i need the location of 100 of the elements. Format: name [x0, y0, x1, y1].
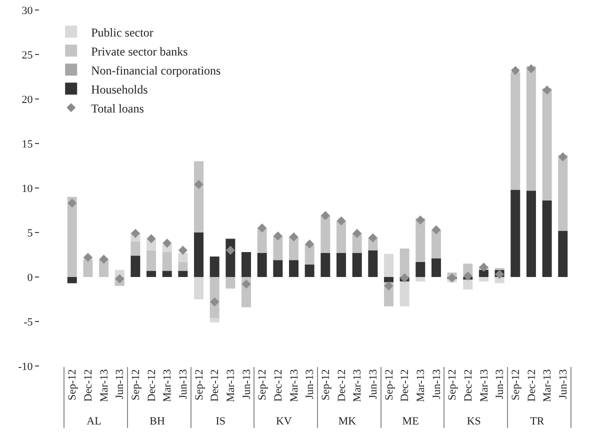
x-tick-label: Jun-13 — [114, 368, 126, 400]
x-tick-label: Sep-12 — [446, 369, 459, 400]
x-tick-label: Jun-13 — [240, 368, 253, 400]
legend-label: Public sector — [91, 25, 154, 40]
point — [146, 234, 156, 244]
text: KS — [466, 415, 481, 428]
y-tick-label: 10 — [22, 182, 34, 195]
y-tick-label: -5 — [24, 316, 34, 328]
legend-label: Non-financial corporations — [91, 63, 222, 78]
bar — [431, 230, 441, 258]
point — [194, 180, 204, 189]
bar — [289, 260, 298, 277]
x-tick-label: Mar-13 — [542, 368, 554, 402]
text: IS — [216, 415, 226, 428]
x-tick-label: Jun-13 — [430, 368, 443, 400]
point — [99, 254, 108, 264]
bar — [304, 264, 314, 277]
bar — [431, 258, 441, 277]
bar — [542, 88, 552, 200]
bar — [210, 256, 220, 277]
bar — [257, 228, 267, 253]
text: AL — [86, 415, 102, 428]
x-tick-label: Sep-12 — [193, 369, 206, 400]
text: MK — [338, 415, 356, 428]
point — [305, 240, 314, 249]
x-tick-label: Mar-13 — [162, 368, 174, 402]
bar — [526, 66, 536, 191]
x-tick-label: Sep-12 — [66, 369, 79, 400]
text: BH — [150, 415, 165, 428]
bar — [494, 277, 504, 284]
bar — [257, 252, 267, 277]
point — [336, 216, 346, 226]
point — [130, 228, 140, 238]
y-tick-label: 5 — [27, 227, 34, 240]
x-tick-label: Jun-13 — [557, 368, 570, 400]
bar — [510, 190, 520, 277]
point — [416, 215, 425, 225]
x-tick-label: Dec-12 — [146, 369, 158, 402]
x-tick-label: Dec-12 — [209, 369, 222, 402]
bar — [320, 252, 330, 277]
point — [178, 246, 188, 255]
bar — [336, 220, 346, 253]
bar — [146, 250, 156, 271]
bar — [194, 277, 204, 300]
point — [368, 233, 378, 242]
x-tick-label: Sep-12 — [510, 369, 522, 400]
point — [68, 198, 77, 208]
x-tick-label: Dec-12 — [272, 369, 284, 402]
point — [273, 232, 282, 241]
bar — [510, 72, 520, 190]
legend-label: Households — [91, 82, 148, 96]
bar — [130, 256, 140, 277]
point — [558, 152, 568, 162]
point — [242, 280, 251, 289]
bar — [558, 155, 568, 231]
x-tick-label: Mar-13 — [414, 368, 427, 402]
legend-label: Private sector banks — [91, 44, 188, 58]
bar — [400, 281, 410, 306]
point — [510, 66, 520, 76]
y-tick-label: -10 — [18, 360, 34, 373]
x-tick-label: Mar-13 — [288, 368, 300, 402]
x-tick-label: Mar-13 — [98, 368, 110, 402]
bar — [542, 200, 552, 277]
x-tick-label: Sep-12 — [256, 369, 269, 400]
bar — [368, 250, 378, 277]
x-tick-label: Dec-12 — [82, 369, 95, 402]
bar — [83, 260, 93, 277]
bar — [416, 262, 426, 277]
x-tick-label: Sep-12 — [320, 369, 332, 400]
bar — [384, 254, 394, 277]
point — [162, 238, 172, 248]
bar — [400, 248, 410, 277]
bar — [336, 252, 346, 277]
bar — [226, 277, 236, 289]
text: TR — [530, 415, 545, 428]
bar — [558, 230, 568, 277]
bar — [210, 318, 220, 322]
point — [115, 274, 124, 284]
bar — [178, 262, 188, 271]
bar — [463, 280, 473, 290]
point — [226, 246, 235, 255]
point — [463, 272, 472, 281]
x-tick-label: Dec-12 — [399, 369, 412, 402]
bar — [67, 277, 77, 284]
point — [320, 211, 330, 220]
x-tick-label: Mar-13 — [478, 368, 490, 402]
point — [258, 224, 267, 233]
point — [83, 252, 93, 262]
text: ME — [402, 415, 420, 428]
point — [432, 225, 441, 234]
bar — [289, 236, 298, 260]
x-tick-label: Mar-13 — [225, 368, 238, 402]
x-tick-label: Sep-12 — [383, 369, 396, 400]
bar — [320, 216, 330, 253]
bar — [273, 260, 283, 277]
bar — [162, 270, 172, 277]
bar — [352, 252, 362, 277]
x-tick-label: Jun-13 — [494, 368, 506, 400]
bar — [194, 232, 204, 277]
point — [400, 273, 410, 282]
